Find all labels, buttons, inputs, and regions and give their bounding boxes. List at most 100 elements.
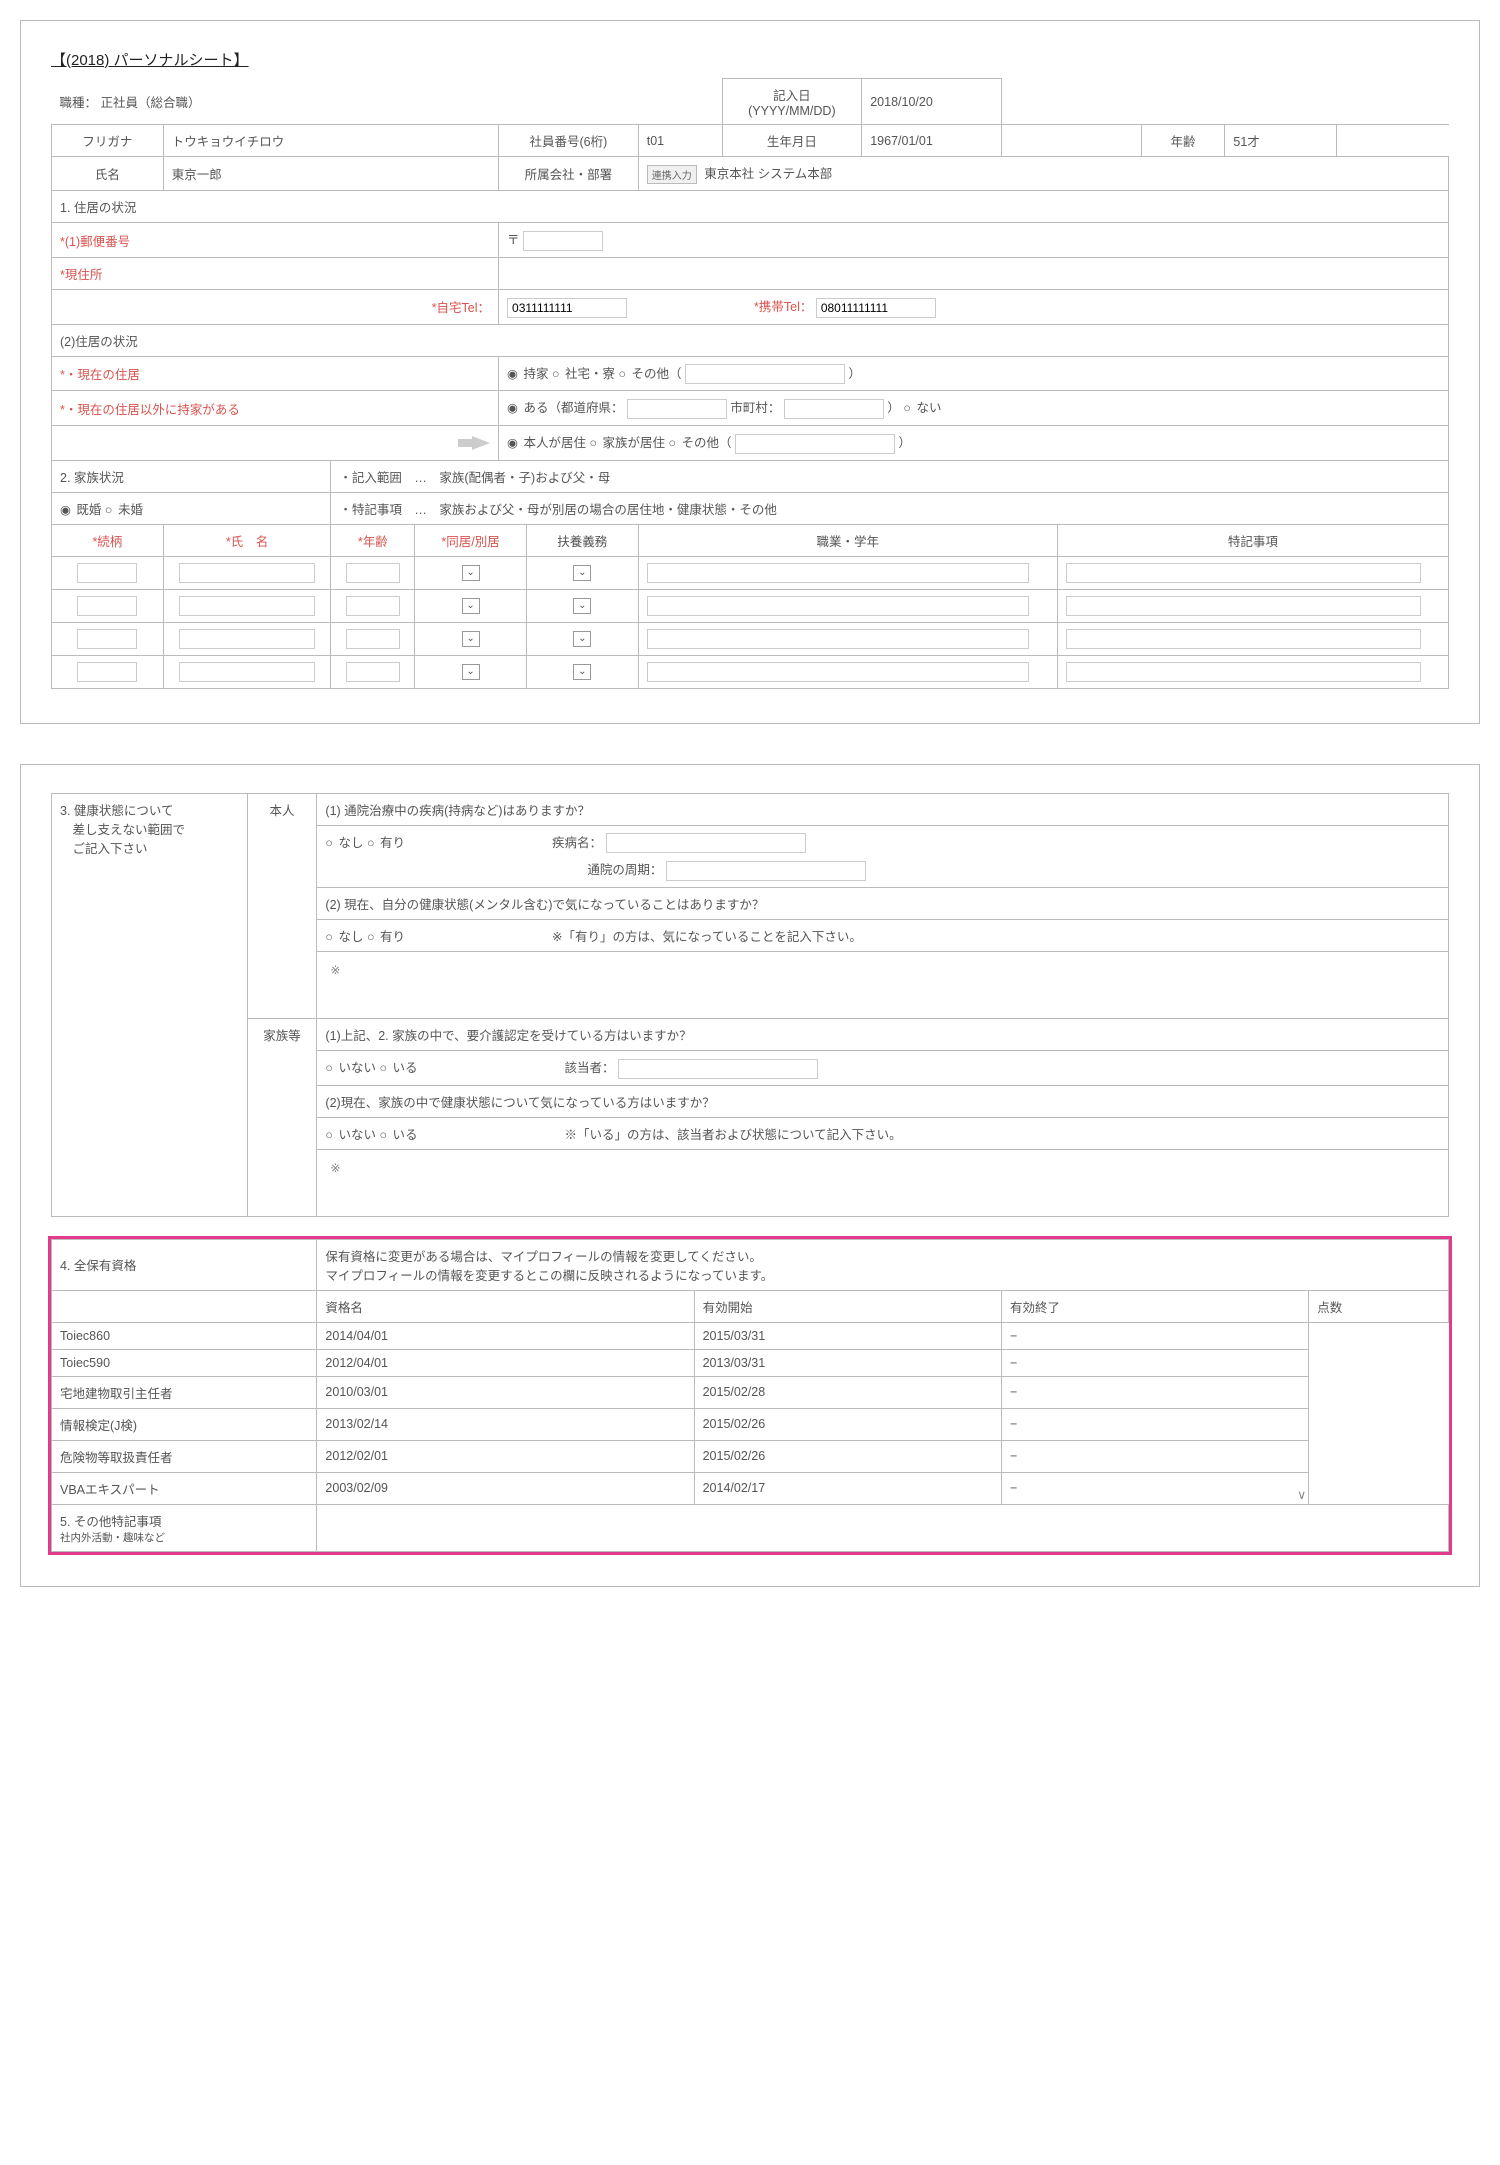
s4-title: 4. 全保有資格 [52, 1239, 317, 1290]
section3-table: 3. 健康状態について 差し支えない範囲で ご記入下さい 本人 (1) 通院治療… [51, 793, 1449, 1217]
opt-nashi-1[interactable]: なし [325, 836, 363, 850]
opt-honnin-kyoju[interactable]: 本人が居住 [507, 436, 586, 450]
section2-table: 2. 家族状況 ・記入範囲 … 家族(配偶者・子)および父・母 既婚 未婚 ・特… [51, 460, 1449, 689]
qual-start: 2010/03/01 [317, 1376, 694, 1408]
s3-q3: (1)上記、2. 家族の中で、要介護認定を受けている方はいますか？ [317, 1019, 1449, 1051]
qual-end: 2015/02/26 [694, 1408, 1001, 1440]
opt-ari-1[interactable]: 有り [367, 836, 405, 850]
th-tokki: 特記事項 [1057, 524, 1448, 556]
shain-no-value[interactable]: t01 [638, 125, 722, 157]
opt-ari-2[interactable]: 有り [367, 930, 405, 944]
opt-iru-1[interactable]: いる [379, 1061, 417, 1075]
shichoson-input[interactable] [784, 399, 884, 419]
zokugara-input[interactable] [77, 563, 137, 583]
q4-notes-area[interactable]: ※ [325, 1156, 1440, 1210]
q2-notes-area[interactable]: ※ [325, 958, 1440, 1012]
yubin-label: *(1)郵便番号 [60, 235, 130, 249]
qual-start: 2013/02/14 [317, 1408, 694, 1440]
opt-shataku[interactable]: 社宅・寮 [552, 367, 615, 381]
col-kazoku: 家族等 [247, 1019, 317, 1217]
opt-kazoku-kyoju[interactable]: 家族が居住 [589, 436, 665, 450]
yubin-input[interactable] [523, 231, 603, 251]
seinengappi-label: 生年月日 [722, 125, 862, 157]
header-table: 職種： 正社員（総合職） 記入日 (YYYY/MM/DD) 2018/10/20… [51, 78, 1449, 191]
family-row: ⌄ ⌄ [52, 655, 1449, 688]
tsuuin-label: 通院の周期： [587, 863, 662, 877]
shichoson-label: 市町村： [730, 401, 780, 415]
opt-sonota-1[interactable]: その他（ [618, 367, 681, 381]
furigana-value[interactable]: トウキョウイチロウ [163, 125, 498, 157]
keitai-tel-input[interactable] [816, 298, 936, 318]
opt-inai-2[interactable]: いない [325, 1128, 376, 1142]
qualification-row: 情報検定(J検)2013/02/142015/02/26− [52, 1408, 1449, 1440]
opt-kikon[interactable]: 既婚 [60, 503, 101, 517]
jitaku-tel-input[interactable] [507, 298, 627, 318]
shimei-value[interactable]: 東京一郎 [163, 157, 498, 191]
kinyubi-value[interactable]: 2018/10/20 [862, 79, 1002, 125]
tsuuin-input[interactable] [666, 861, 866, 881]
kazoku-nenrei-input[interactable] [346, 563, 399, 583]
th-qual-start: 有効開始 [694, 1290, 1001, 1322]
todofuken-input[interactable] [627, 399, 727, 419]
s2-note1: ・記入範囲 … 家族(配偶者・子)および父・母 [331, 460, 1449, 492]
qual-name: 情報検定(J検) [52, 1408, 317, 1440]
family-row: ⌄ ⌄ [52, 589, 1449, 622]
sonota-input-1[interactable] [685, 364, 845, 384]
keitai-tel-label: *携帯Tel： [754, 300, 812, 314]
sonota-input-2[interactable] [735, 434, 895, 454]
opt-aru[interactable]: ある（都道府県： [507, 401, 623, 415]
gaitousya-label: 該当者： [565, 1061, 615, 1075]
kazoku-shimei-input[interactable] [179, 563, 315, 583]
qual-score: − [1001, 1408, 1308, 1440]
tokki-input[interactable] [1066, 563, 1421, 583]
shimei-label: 氏名 [52, 157, 164, 191]
opt-mikon[interactable]: 未婚 [105, 503, 143, 517]
s2-title: 2. 家族状況 [52, 460, 331, 492]
th-qual-score: 点数 [1309, 1290, 1449, 1322]
s3-q4: (2)現在、家族の中で健康状態について気になっている方はいますか？ [317, 1085, 1449, 1117]
family-row: ⌄ ⌄ [52, 622, 1449, 655]
s3-q2: (2) 現在、自分の健康状態(メンタル含む)で気になっていることはありますか？ [317, 888, 1449, 920]
shippeimei-input[interactable] [606, 833, 806, 853]
doukyo-select[interactable]: ⌄ [462, 565, 480, 581]
qual-end: 2015/02/28 [694, 1376, 1001, 1408]
shain-no-label: 社員番号(6桁) [499, 125, 639, 157]
arrow-icon [458, 439, 472, 447]
fuyou-select[interactable]: ⌄ [573, 565, 591, 581]
scroll-down-icon[interactable]: ∨ [1297, 1487, 1306, 1502]
opt-sonota-2[interactable]: その他（ [668, 436, 731, 450]
s4-note: 保有資格に変更がある場合は、マイプロフィールの情報を変更してください。 マイプロ… [317, 1239, 1449, 1290]
qual-name: Toiec590 [52, 1349, 317, 1376]
opt-nai[interactable]: ない [903, 401, 941, 415]
th-doukyo: *同居/別居 [441, 535, 499, 549]
shokushu-value: 正社員（総合職） [101, 96, 201, 110]
qual-name: VBAエキスパート [52, 1472, 317, 1504]
qual-end: 2015/03/31 [694, 1322, 1001, 1349]
s5-title: 5. その他特記事項 [60, 1511, 308, 1530]
th-zokugara: *続柄 [92, 535, 122, 549]
furigana-label: フリガナ [52, 125, 164, 157]
shozoku-label: 所属会社・部署 [499, 157, 639, 191]
th-fuyou: 扶養義務 [526, 524, 638, 556]
th-qual-end: 有効終了 [1001, 1290, 1308, 1322]
opt-nashi-2[interactable]: なし [325, 930, 363, 944]
qualification-row: 危険物等取扱責任者2012/02/012015/02/26− [52, 1440, 1449, 1472]
shokugyo-input[interactable] [647, 563, 1029, 583]
seinengappi-value[interactable]: 1967/01/01 [862, 125, 1002, 157]
qualification-row: 宅地建物取引主任者2010/03/012015/02/28− [52, 1376, 1449, 1408]
qualification-row: Toiec8602014/04/012015/03/31− [52, 1322, 1449, 1349]
section5-table: 5. その他特記事項 社内外活動・趣味など [51, 1504, 1449, 1552]
gaitousya-input[interactable] [618, 1059, 818, 1079]
opt-inai-1[interactable]: いない [325, 1061, 376, 1075]
s2-note2: ・特記事項 … 家族および父・母が別居の場合の居住地・健康状態・その他 [331, 492, 1449, 524]
col-honnin: 本人 [247, 793, 317, 1018]
th-qual-name: 資格名 [317, 1290, 694, 1322]
nenrei-label: 年齢 [1141, 125, 1225, 157]
opt-mochiie[interactable]: 持家 [507, 367, 548, 381]
s1-title: 1. 住居の状況 [52, 191, 1449, 223]
yubin-prefix: 〒 [507, 233, 520, 247]
qual-score: −∨ [1001, 1472, 1308, 1504]
th-shokugyo: 職業・学年 [638, 524, 1057, 556]
section1-table: 1. 住居の状況 *(1)郵便番号 〒 *現住所 *自宅Tel： *携帯Tel：… [51, 190, 1449, 461]
opt-iru-2[interactable]: いる [379, 1128, 417, 1142]
